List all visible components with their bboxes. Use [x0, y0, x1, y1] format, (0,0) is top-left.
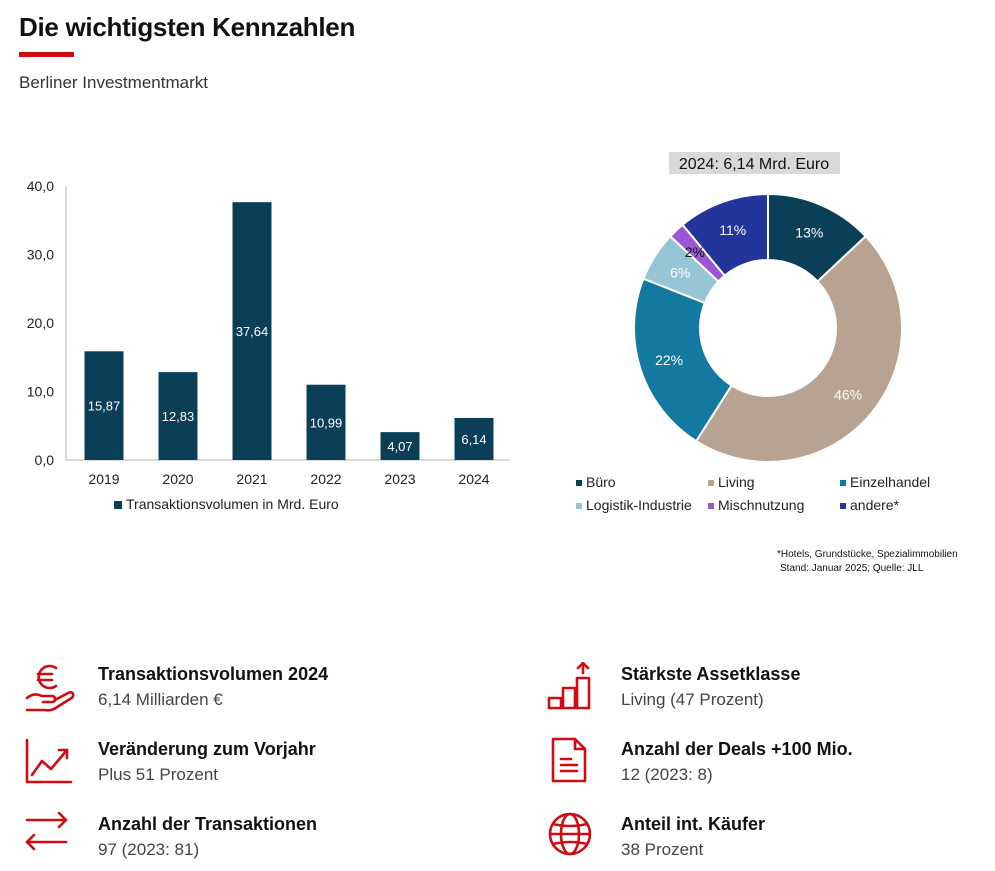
y-tick-label: 20,0 [27, 315, 54, 331]
x-tick-label-2022: 2022 [310, 471, 341, 487]
kpi-veraenderung: Veränderung zum Vorjahr Plus 51 Prozent [24, 737, 484, 793]
kpi-anzahl-transaktionen: Anzahl der Transaktionen 97 (2023: 81) [24, 812, 484, 868]
bar-2023 [380, 432, 420, 460]
bar-2022 [306, 384, 346, 460]
x-tick-label-2024: 2024 [458, 471, 489, 487]
page-subtitle: Berliner Investmentmarkt [19, 73, 208, 92]
bar-value-label-2024: 6,14 [461, 432, 486, 447]
bar-2021 [232, 202, 272, 460]
kpi-value: Plus 51 Prozent [98, 765, 219, 784]
kpi-value: 97 (2023: 81) [98, 840, 200, 859]
kpi-label: Transaktionsvolumen 2024 [98, 664, 329, 684]
kpi-value: Living (47 Prozent) [621, 690, 764, 709]
footnote-line-1: *Hotels, Grundstücke, Spezialimmobilien [777, 549, 958, 560]
transfer-arrows-icon [25, 812, 68, 851]
x-tick-label-2019: 2019 [88, 471, 119, 487]
kpi-label: Anzahl der Transaktionen [98, 814, 318, 834]
document-icon [551, 737, 587, 783]
x-tick-label-2021: 2021 [236, 471, 267, 487]
trend-up-icon [25, 738, 73, 784]
euro-hand-icon [25, 664, 75, 712]
page-title: Die wichtigsten Kennzahlen [19, 12, 356, 42]
kpi-label: Anzahl der Deals +100 Mio. [621, 739, 853, 759]
bar-2019 [84, 351, 124, 460]
kpi-label: Veränderung zum Vorjahr [98, 739, 316, 759]
bar-growth-icon [547, 662, 591, 710]
title-accent-bar [19, 52, 74, 57]
y-tick-label: 10,0 [27, 384, 54, 400]
footnote: *Hotels, Grundstücke, Spezialimmobilien … [777, 548, 958, 576]
legend-swatch-transaktionsvolumen [114, 501, 122, 509]
kpi-label: Stärkste Assetklasse [621, 664, 801, 684]
legend-label-transaktionsvolumen: Transaktionsvolumen in Mrd. Euro [126, 496, 339, 512]
footnote-line-2: Stand: Januar 2025; Quelle: JLL [780, 563, 924, 574]
kpi-transaktionsvolumen: Transaktionsvolumen 2024 6,14 Milliarden… [24, 662, 484, 718]
bar-value-label-2022: 10,99 [310, 415, 343, 430]
y-tick-label: 0,0 [35, 452, 55, 468]
x-tick-label-2020: 2020 [162, 471, 193, 487]
kpi-staerkste-assetklasse: Stärkste Assetklasse Living (47 Prozent) [547, 662, 987, 718]
kpi-value: 6,14 Milliarden € [98, 690, 223, 709]
bar-value-label-2023: 4,07 [387, 439, 412, 454]
kpi-anteil-int-kaeufer: Anteil int. Käufer 38 Prozent [547, 812, 987, 868]
y-tick-label: 40,0 [27, 178, 54, 194]
bar-value-label-2021: 37,64 [236, 324, 269, 339]
bar-2024 [454, 417, 494, 460]
globe-icon [548, 812, 592, 856]
y-tick-label: 30,0 [27, 247, 54, 263]
kpi-label: Anteil int. Käufer [621, 814, 766, 834]
x-tick-label-2023: 2023 [384, 471, 415, 487]
bar-2020 [158, 372, 198, 460]
kpi-value: 38 Prozent [621, 840, 704, 859]
kpi-deals-100-mio: Anzahl der Deals +100 Mio. 12 (2023: 8) [547, 737, 987, 793]
bar-value-label-2019: 15,87 [88, 399, 121, 414]
kpi-value: 12 (2023: 8) [621, 765, 713, 784]
bar-value-label-2020: 12,83 [162, 409, 195, 424]
